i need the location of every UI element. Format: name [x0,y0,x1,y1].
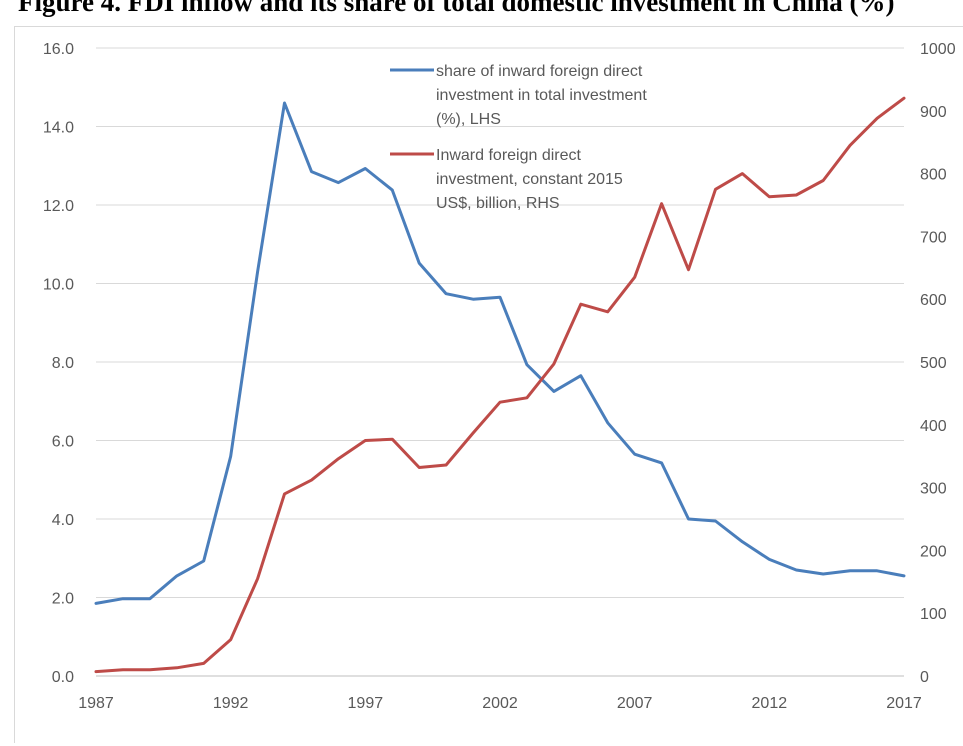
y-right-tick-label: 100 [920,606,947,623]
y-axis-left: 0.0 2.0 4.0 6.0 8.0 10.0 12.0 14.0 16.0 [43,41,74,686]
legend-label-2: investment, constant 2015 [436,171,623,188]
y-left-tick-label: 12.0 [43,198,74,215]
y-right-tick-label: 800 [920,167,947,184]
x-tick-label: 2012 [752,695,788,712]
y-right-tick-label: 200 [920,543,947,560]
y-left-tick-label: 10.0 [43,277,74,294]
y-right-tick-label: 400 [920,418,947,435]
legend-label-2: US$, billion, RHS [436,195,560,212]
series-line-2 [94,96,906,674]
y-right-tick-label: 700 [920,229,947,246]
x-tick-label: 1987 [78,695,114,712]
series-line-1 [94,101,906,605]
legend-label-2: Inward foreign direct [436,147,582,164]
y-left-tick-label: 4.0 [52,512,74,529]
y-right-tick-label: 500 [920,355,947,372]
y-right-tick-label: 900 [920,104,947,121]
y-left-tick-label: 2.0 [52,591,74,608]
legend-label-1: investment in total investment [436,87,647,104]
y-left-tick-label: 0.0 [52,669,74,686]
x-tick-label: 2002 [482,695,518,712]
figure-title: Figure 4. FDI inflow and its share of to… [18,0,895,17]
y-left-tick-label: 14.0 [43,120,74,137]
legend-label-1: share of inward foreign direct [436,63,643,80]
y-axis-right: 0 100 200 300 400 500 600 700 800 900 1000 [920,41,956,686]
x-tick-label: 2007 [617,695,653,712]
gridlines [96,47,904,677]
chart-frame [14,26,963,743]
x-axis: 1987 1992 1997 2002 2007 2012 2017 [78,695,922,712]
x-tick-label: 1997 [348,695,384,712]
x-tick-label: 1992 [213,695,249,712]
y-left-tick-label: 16.0 [43,41,74,58]
y-right-tick-label: 0 [920,669,929,686]
y-right-tick-label: 300 [920,481,947,498]
y-right-tick-label: 600 [920,292,947,309]
legend-label-1: (%), LHS [436,111,501,128]
legend: share of inward foreign direct investment… [390,63,647,212]
x-tick-label: 2017 [886,695,922,712]
series-lines [94,96,906,674]
y-right-tick-label: 1000 [920,41,956,58]
y-left-tick-label: 6.0 [52,434,74,451]
y-left-tick-label: 8.0 [52,355,74,372]
